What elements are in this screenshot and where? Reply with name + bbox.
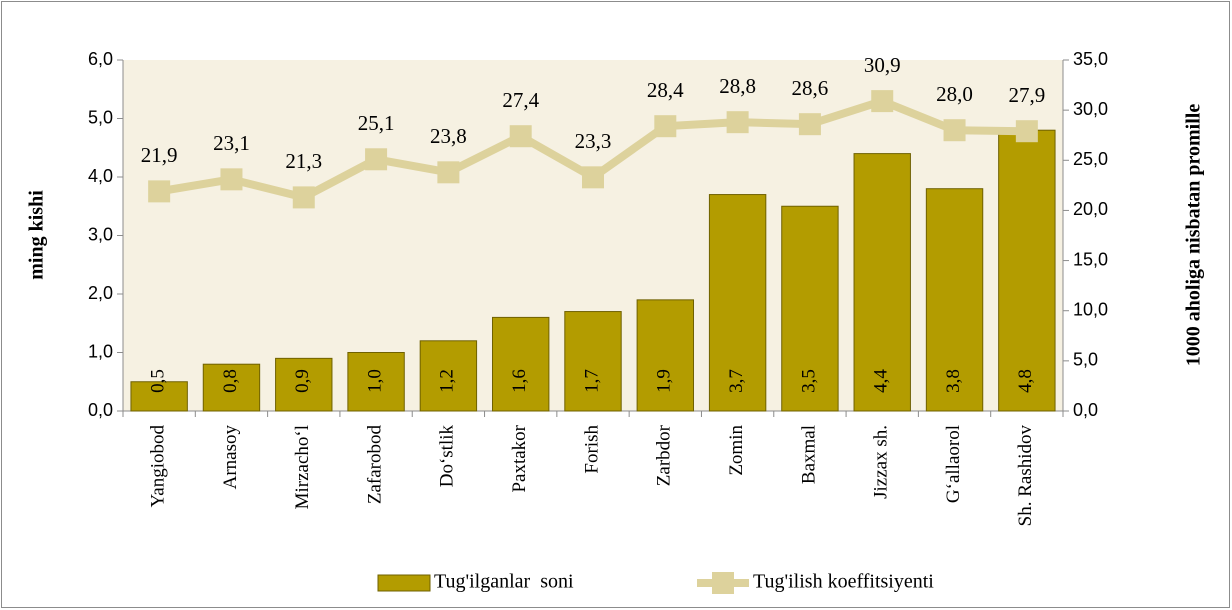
bar [202, 363, 261, 412]
bar-value-label: 0,8 [220, 369, 241, 393]
x-tick-label: Zarbdor [654, 424, 675, 486]
bar-value-label: 1,0 [364, 369, 385, 393]
bar-value-label: 1,9 [654, 369, 675, 393]
bar [925, 188, 984, 412]
bar [853, 153, 911, 412]
line-marker [654, 115, 677, 138]
bar-value-label: 3,8 [943, 369, 964, 393]
x-tick-label: Jizzax sh. [871, 425, 892, 499]
line-marker [148, 180, 171, 203]
bar-value-label: 4,4 [871, 369, 892, 393]
y2-tick-label: 15,0 [1073, 249, 1108, 269]
bar [636, 299, 695, 412]
y-tick-label: 1,0 [88, 341, 113, 361]
x-tick-label: Paxtakor [509, 424, 530, 492]
line-marker [798, 113, 821, 136]
bar-value-label: 3,7 [726, 369, 747, 393]
x-tick-label: G‘allaorol [943, 425, 964, 503]
bar [130, 381, 188, 412]
y2-tick-label: 20,0 [1073, 199, 1108, 219]
line-marker [365, 148, 388, 171]
legend-marker [712, 572, 734, 594]
line-marker [726, 111, 749, 134]
y-tick-label: 4,0 [88, 166, 113, 186]
x-tick-label: Forish [581, 425, 602, 474]
x-tick-label: Zomin [726, 425, 747, 476]
bar [419, 340, 478, 412]
line-value-label: 27,9 [1008, 83, 1045, 107]
y2-tick-label: 25,0 [1073, 149, 1108, 169]
y-tick-label: 6,0 [88, 49, 113, 69]
x-tick-label: Arnasoy [220, 425, 241, 490]
line-value-label: 28,6 [792, 76, 829, 100]
bar-value-label: 1,7 [581, 369, 602, 393]
bar [998, 129, 1056, 412]
line-value-label: 23,8 [430, 124, 467, 148]
line-value-label: 28,0 [936, 82, 973, 106]
bar-value-label: 0,5 [148, 369, 169, 393]
line-value-label: 27,4 [502, 88, 539, 112]
line-marker [582, 166, 604, 189]
bar [347, 352, 405, 412]
y2-tick-label: 10,0 [1073, 299, 1108, 319]
x-tick-label: Do‘stlik [437, 425, 458, 488]
x-tick-label: Baxmal [798, 425, 819, 484]
line-marker [943, 119, 966, 142]
y2-axis-title: 1000 aholiga nisbatan promille [1183, 104, 1205, 367]
bar [564, 311, 622, 412]
bar [275, 357, 333, 412]
legend-label: Tug'ilganlar soni [434, 571, 574, 593]
line-value-label: 23,1 [213, 131, 250, 155]
line-marker [871, 90, 894, 113]
x-tick-label: Yangiobod [148, 425, 169, 508]
bar [781, 205, 839, 412]
legend-swatch [377, 574, 431, 592]
line-value-label: 30,9 [864, 53, 901, 77]
line-value-label: 28,4 [647, 78, 684, 102]
y-tick-label: 3,0 [88, 224, 113, 244]
y-tick-label: 5,0 [88, 107, 113, 127]
line-marker [220, 168, 243, 191]
x-tick-label: Sh. Rashidov [1015, 425, 1036, 527]
line-marker [292, 186, 315, 209]
y2-tick-label: 30,0 [1073, 99, 1108, 119]
line-value-label: 28,8 [719, 74, 756, 98]
bar-value-label: 1,2 [437, 369, 458, 393]
bar [708, 194, 767, 412]
bar-value-label: 4,8 [1015, 369, 1036, 393]
y2-tick-label: 0,0 [1073, 400, 1098, 420]
line-value-label: 21,9 [141, 143, 178, 167]
x-tick-label: Zafarobod [364, 425, 385, 505]
line-value-label: 21,3 [285, 149, 322, 173]
bar-value-label: 1,6 [509, 369, 530, 393]
line-marker [437, 161, 460, 184]
line-value-label: 23,3 [575, 129, 612, 153]
bar-value-label: 0,9 [292, 369, 313, 393]
line-marker [509, 125, 532, 148]
legend-label: Tug'ilish koeffitsiyenti [753, 571, 934, 593]
y-tick-label: 0,0 [88, 400, 113, 420]
y2-tick-label: 35,0 [1073, 49, 1108, 69]
y-tick-label: 2,0 [88, 283, 113, 303]
y-axis-title: ming kishi [26, 190, 48, 280]
line-marker [1015, 120, 1038, 143]
line-value-label: 25,1 [358, 111, 395, 135]
x-tick-label: Mirzacho‘l [292, 425, 313, 509]
y2-tick-label: 5,0 [1073, 350, 1098, 370]
bar [491, 316, 550, 412]
bar-value-label: 3,5 [798, 369, 819, 393]
